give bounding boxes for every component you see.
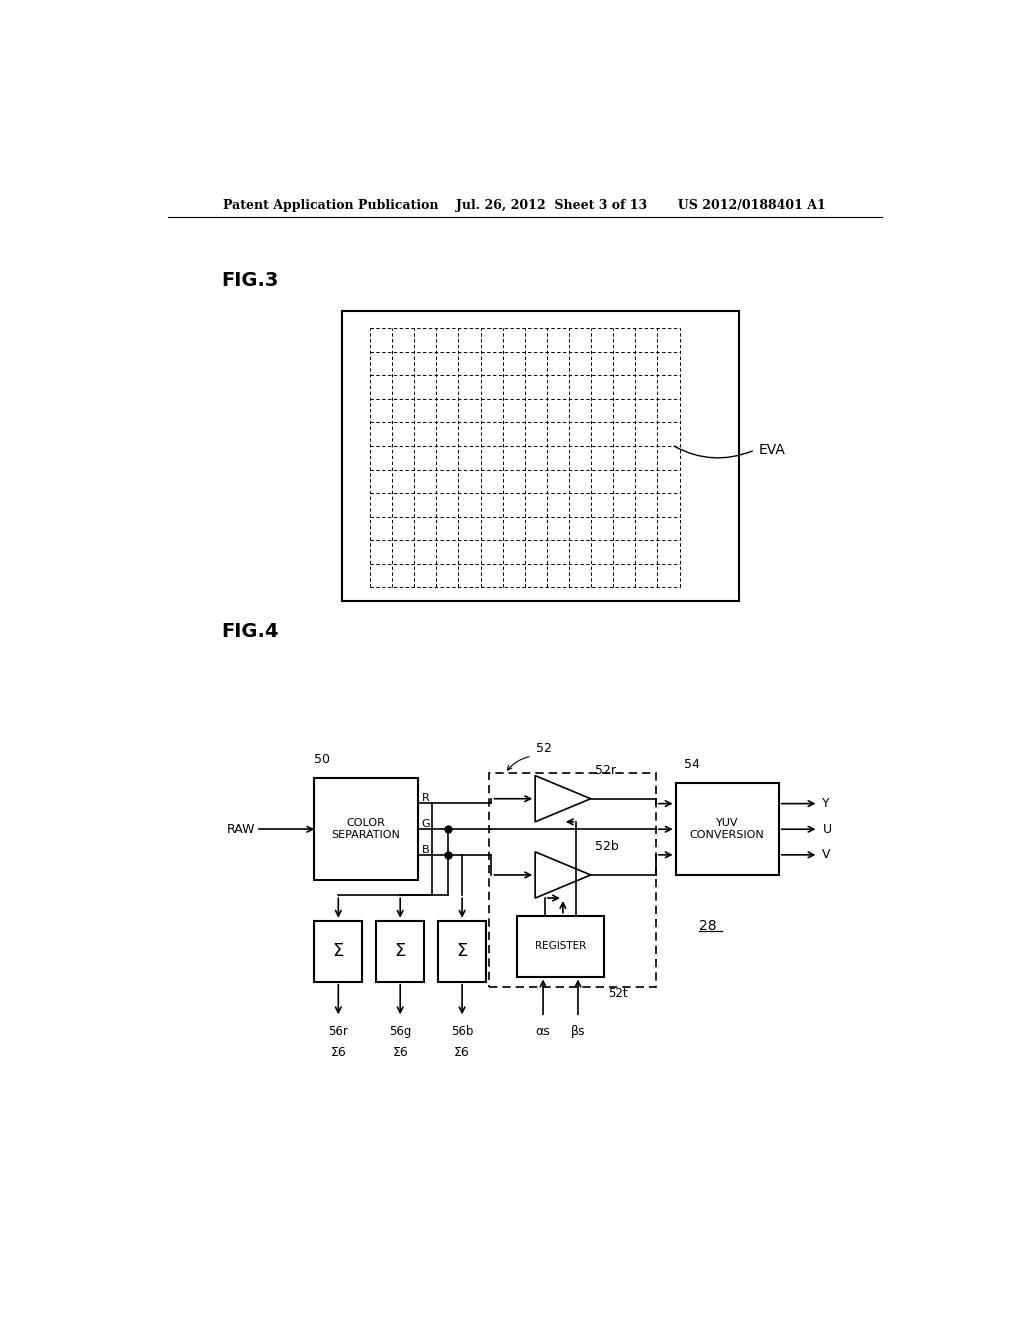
Bar <box>314 779 418 880</box>
Text: COLOR
SEPARATION: COLOR SEPARATION <box>332 818 400 840</box>
Polygon shape <box>536 851 591 898</box>
Polygon shape <box>536 776 591 822</box>
Bar <box>438 921 486 982</box>
Text: EVA: EVA <box>759 444 785 457</box>
Text: U: U <box>822 822 831 836</box>
Text: Σ6: Σ6 <box>392 1045 409 1059</box>
Text: 56g: 56g <box>389 1026 412 1039</box>
Bar <box>489 774 655 987</box>
Text: 28: 28 <box>699 919 717 933</box>
Text: Σ: Σ <box>457 942 468 960</box>
Bar <box>342 312 739 601</box>
Text: αs: αs <box>536 1026 551 1039</box>
Bar <box>377 921 424 982</box>
Text: βs: βs <box>570 1026 586 1039</box>
Text: Y: Y <box>822 797 830 810</box>
Bar <box>517 916 604 977</box>
Text: Σ: Σ <box>394 942 406 960</box>
Text: 56r: 56r <box>329 1026 348 1039</box>
Text: 52r: 52r <box>595 764 615 776</box>
Text: 52b: 52b <box>595 840 618 853</box>
Text: 52: 52 <box>536 742 552 755</box>
Text: V: V <box>822 849 830 862</box>
Text: Patent Application Publication    Jul. 26, 2012  Sheet 3 of 13       US 2012/018: Patent Application Publication Jul. 26, … <box>223 198 826 211</box>
Text: Σ6: Σ6 <box>455 1045 470 1059</box>
Text: YUV
CONVERSION: YUV CONVERSION <box>690 818 765 840</box>
Text: FIG.3: FIG.3 <box>221 271 279 290</box>
Text: REGISTER: REGISTER <box>535 941 586 952</box>
Text: 50: 50 <box>314 754 331 766</box>
Text: Σ6: Σ6 <box>331 1045 346 1059</box>
Text: R: R <box>422 793 429 803</box>
Text: Σ: Σ <box>333 942 344 960</box>
Bar <box>314 921 362 982</box>
Text: 56b: 56b <box>451 1026 473 1039</box>
Text: RAW: RAW <box>226 822 255 836</box>
Text: FIG.4: FIG.4 <box>221 622 280 640</box>
Bar <box>676 784 778 875</box>
Text: G: G <box>422 820 430 829</box>
Text: 54: 54 <box>684 758 699 771</box>
Text: 52t: 52t <box>608 987 628 999</box>
Text: B: B <box>422 845 429 854</box>
